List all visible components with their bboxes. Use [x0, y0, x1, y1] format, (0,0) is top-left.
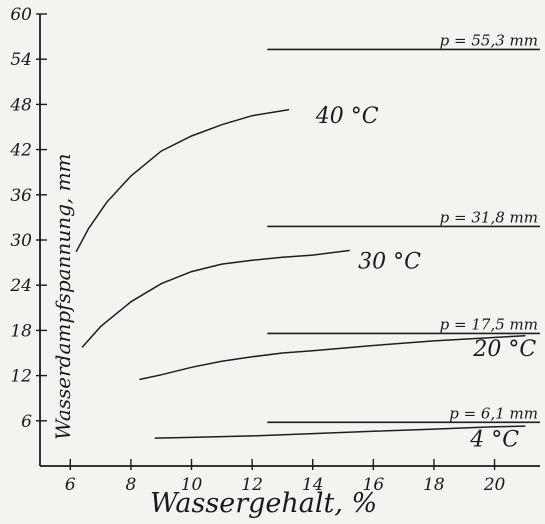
series-curve — [81, 249, 350, 348]
temperature-annotation: 40 °C — [315, 104, 379, 129]
temperature-annotation: 30 °C — [358, 250, 421, 275]
y-tick-label: 54 — [10, 50, 32, 70]
series-curves — [75, 108, 526, 439]
saturation-label: p = 55,3 mm — [440, 31, 538, 49]
saturation-label: p = 17,5 mm — [440, 315, 538, 333]
y-tick-label: 12 — [10, 367, 32, 387]
saturation-label: p = 6,1 mm — [449, 404, 538, 422]
x-tick-label: 6 — [65, 475, 76, 495]
y-tick-label: 42 — [9, 141, 32, 161]
reference-lines: p = 55,3 mm p = 31,8 mm p = 17,5 mm p = 6,1… — [267, 31, 540, 424]
x-tick-label: 16 — [363, 475, 385, 495]
x-tick-label: 20 — [483, 475, 506, 495]
x-tick-label: 14 — [302, 475, 324, 495]
temperature-annotation: 20 °C — [472, 337, 536, 362]
text-labels: Wassergehalt, % Wasserdampfspannung, mm … — [51, 104, 536, 519]
series-curve — [75, 108, 290, 253]
x-tick-label: 10 — [181, 475, 203, 495]
x-tick-label: 18 — [423, 475, 445, 495]
saturation-label: p = 31,8 mm — [440, 208, 538, 226]
x-tick-label: 8 — [125, 475, 136, 495]
x-axis-label: Wassergehalt, % — [150, 488, 377, 519]
y-tick-label: 18 — [10, 321, 32, 341]
y-tick-label: 30 — [10, 231, 32, 251]
y-tick-label: 24 — [9, 276, 32, 296]
y-tick-label: 48 — [9, 95, 32, 115]
y-tick-label: 6 — [21, 412, 32, 432]
y-tick-label: 36 — [10, 186, 32, 206]
x-tick-label: 12 — [241, 475, 263, 495]
y-tick-label: 60 — [10, 5, 32, 25]
series-curve — [139, 334, 526, 381]
series-curve — [154, 425, 526, 439]
axes — [39, 14, 540, 467]
temperature-annotation: 4 °C — [469, 427, 519, 452]
tick-marks: 6 12 18 24 30 36 42 48 54 60 6 8 10 12 14 16 18 20 — [9, 5, 505, 495]
y-axis-label: Wasserdampfspannung, mm — [51, 153, 75, 440]
